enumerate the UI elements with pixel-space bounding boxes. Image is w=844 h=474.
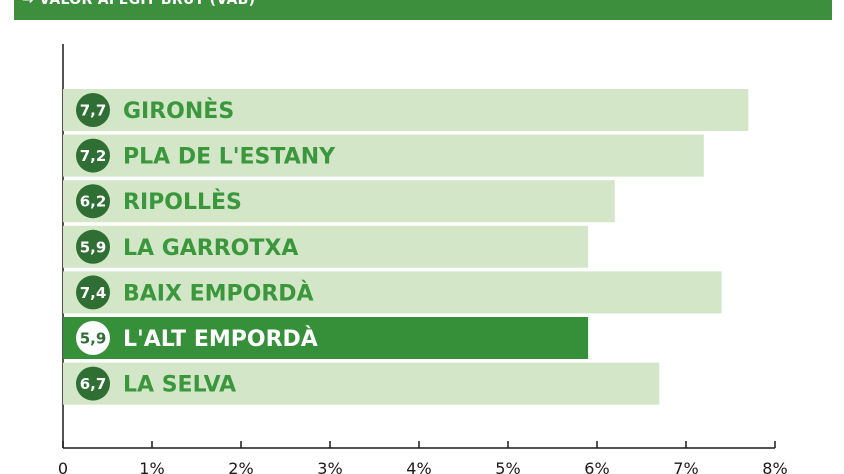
data-label: 7,2 xyxy=(80,147,107,165)
value-badge xyxy=(76,184,110,219)
chart-header-title: → VALOR AFEGIT BRUT (VAB) xyxy=(22,0,256,8)
category-label: LA SELVA xyxy=(123,373,236,398)
bar xyxy=(63,134,704,177)
data-label: 7,7 xyxy=(80,102,107,120)
category-label: GIRONÈS xyxy=(123,98,234,124)
data-label: 5,9 xyxy=(80,238,107,256)
bar xyxy=(63,225,589,268)
data-label: 6,7 xyxy=(80,375,107,393)
x-tick-label: 3% xyxy=(317,459,342,474)
x-tick-label: 8% xyxy=(762,459,787,474)
x-tick-label: 1% xyxy=(139,459,164,474)
data-label: 6,2 xyxy=(80,193,107,211)
value-badge xyxy=(76,275,110,310)
data-label: 5,9 xyxy=(80,330,107,348)
x-tick-label: 5% xyxy=(495,459,520,474)
value-badge xyxy=(76,321,110,355)
x-tick-label: 7% xyxy=(673,459,698,474)
category-label: BAIX EMPORDÀ xyxy=(123,280,314,306)
x-tick-label: 4% xyxy=(406,459,431,474)
category-label: L'ALT EMPORDÀ xyxy=(123,326,318,352)
data-label: 7,4 xyxy=(80,284,107,302)
x-tick-label: 6% xyxy=(584,459,609,474)
bar xyxy=(63,271,722,314)
value-badge xyxy=(76,93,110,127)
value-badge xyxy=(76,138,110,173)
header-bar: → VALOR AFEGIT BRUT (VAB) xyxy=(14,0,832,20)
category-label: PLA DE L'ESTANY xyxy=(123,145,336,170)
bar xyxy=(63,180,615,223)
bar xyxy=(63,317,589,359)
x-tick-label: 2% xyxy=(228,459,253,474)
value-badge xyxy=(76,229,110,264)
value-badge xyxy=(76,366,110,401)
bar xyxy=(63,89,749,131)
category-label: RIPOLLÈS xyxy=(123,189,242,215)
bar xyxy=(63,362,660,405)
category-label: LA GARROTXA xyxy=(123,236,298,261)
x-tick-label: 0 xyxy=(58,459,68,474)
